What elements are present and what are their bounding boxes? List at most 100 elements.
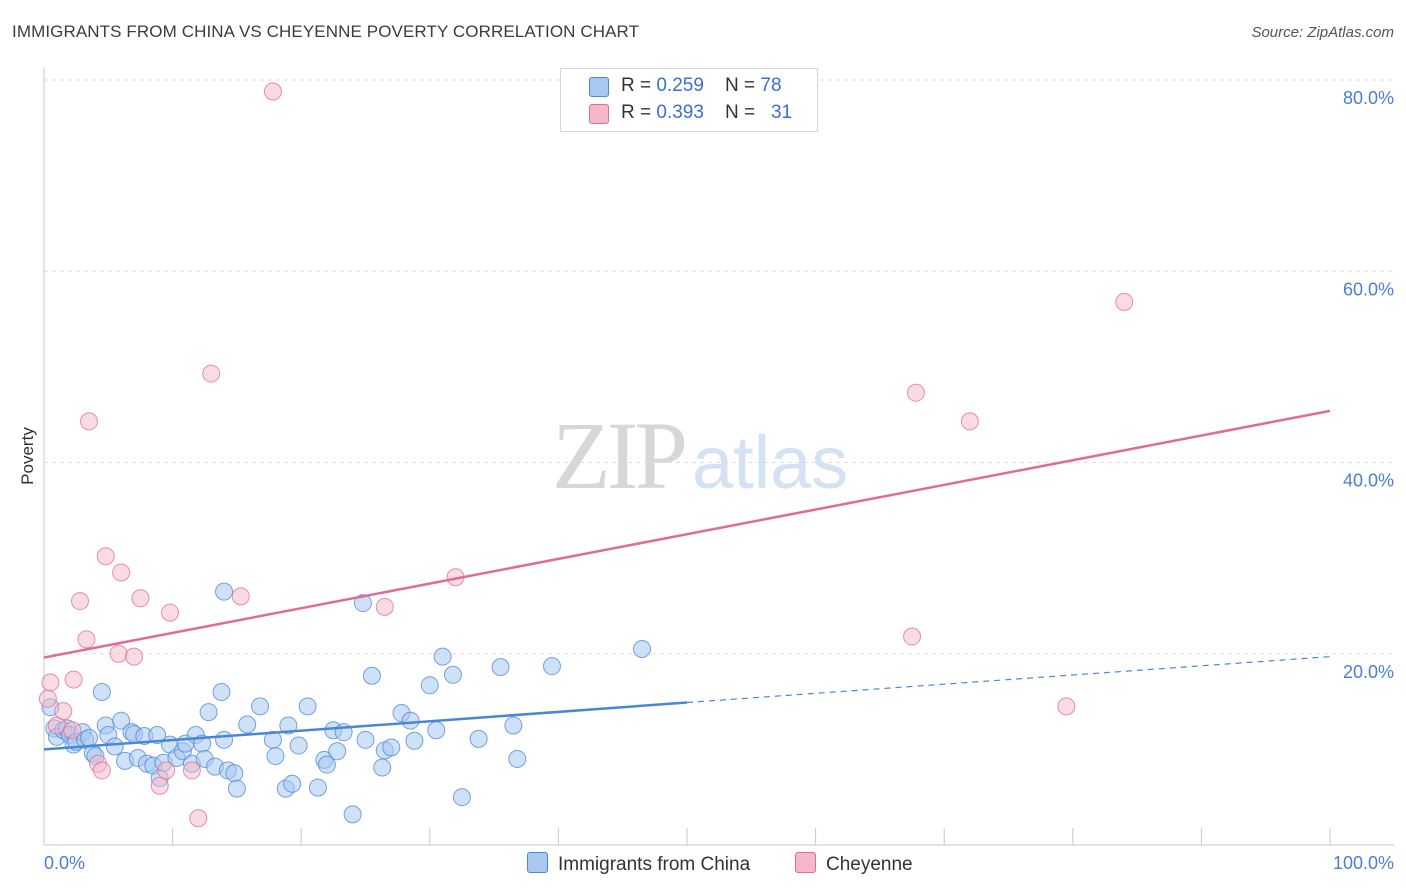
point-china-71 [433, 647, 452, 666]
point-china-68 [405, 731, 424, 750]
point-china-60 [353, 594, 372, 613]
x-axis-ticks [43, 828, 1331, 845]
point-cheyenne-5 [64, 670, 83, 689]
point-cheyenne-12 [109, 644, 128, 663]
y-tick-label-0: 20.0% [1343, 662, 1394, 682]
point-cheyenne-24 [375, 597, 394, 616]
point-cheyenne-17 [157, 761, 176, 780]
trend-line-cheyenne [43, 409, 1331, 659]
trend-lines [43, 409, 1331, 751]
point-china-65 [382, 738, 401, 757]
point-cheyenne-21 [202, 364, 221, 383]
point-china-72 [443, 665, 462, 684]
x-tick-label-min: 0.0% [44, 853, 85, 873]
trend-line-china-extrapolated [686, 656, 1331, 704]
point-china-69 [420, 676, 439, 695]
point-china-59 [343, 805, 362, 824]
point-china-76 [504, 716, 523, 735]
point-cheyenne-15 [131, 589, 150, 608]
point-cheyenne-6 [71, 592, 90, 611]
bottom-legend-label: Immigrants from China [558, 854, 751, 875]
point-china-38 [212, 683, 231, 701]
point-cheyenne-4 [63, 721, 82, 740]
grid-lines [44, 79, 1394, 655]
legend-n-value: 31 [770, 102, 793, 123]
point-cheyenne-13 [112, 563, 131, 582]
y-axis-label: Poverty [18, 427, 37, 485]
point-china-49 [279, 716, 298, 735]
point-china-25 [148, 726, 167, 745]
point-china-73 [452, 788, 471, 807]
point-china-36 [199, 703, 218, 722]
axes [43, 68, 1394, 846]
point-cheyenne-27 [906, 383, 925, 402]
series-cheyenne-points [38, 82, 1134, 828]
point-cheyenne-0 [38, 689, 57, 708]
point-cheyenne-8 [80, 412, 99, 431]
point-china-50 [283, 774, 302, 793]
series-immigrants-from-china-points [41, 582, 651, 824]
point-china-10 [80, 728, 99, 747]
correlation-legend: R = 0.259 N = 78 R = 0.393 N = 31 [560, 68, 818, 132]
chart-title: IMMIGRANTS FROM CHINA VS CHEYENNE POVERT… [12, 22, 640, 41]
bottom-legend-swatch-blue [527, 852, 548, 873]
point-cheyenne-16 [150, 776, 169, 795]
point-china-70 [427, 721, 446, 740]
legend-n-label: N = [725, 75, 761, 96]
point-cheyenne-19 [182, 761, 201, 780]
point-china-16 [105, 737, 124, 756]
point-china-79 [632, 639, 651, 658]
y-tick-label-3: 80.0% [1343, 88, 1394, 108]
trend-line-china [43, 701, 688, 751]
point-china-75 [491, 658, 510, 677]
legend-r-value: 0.259 [656, 75, 704, 96]
point-china-63 [373, 758, 392, 777]
point-china-78 [542, 657, 561, 676]
watermark-zip: ZIP [552, 402, 688, 509]
point-china-77 [508, 749, 527, 768]
point-china-42 [227, 779, 246, 798]
point-cheyenne-7 [77, 630, 96, 649]
point-china-74 [469, 729, 488, 748]
point-china-17 [112, 711, 131, 730]
point-china-52 [298, 697, 317, 716]
legend-swatch-blue [589, 77, 609, 97]
point-china-47 [266, 747, 285, 766]
point-cheyenne-3 [54, 702, 73, 721]
bottom-legend-cheyenne: Cheyenne [795, 852, 913, 876]
point-china-61 [356, 730, 375, 749]
point-cheyenne-18 [161, 603, 180, 622]
point-china-41 [225, 764, 244, 783]
bottom-legend-label: Cheyenne [826, 854, 913, 875]
legend-r-label: R = [621, 75, 657, 96]
point-china-51 [289, 736, 308, 755]
y-tick-label-2: 60.0% [1343, 279, 1394, 299]
source-attribution: Source: ZipAtlas.com [1251, 24, 1394, 41]
point-cheyenne-29 [1057, 697, 1076, 716]
point-china-43 [215, 582, 234, 601]
y-tick-label-1: 40.0% [1343, 471, 1394, 491]
point-cheyenne-11 [96, 547, 115, 566]
point-china-53 [308, 778, 327, 797]
point-china-55 [317, 755, 336, 774]
point-cheyenne-1 [41, 673, 60, 692]
x-tick-label-max: 100.0% [1333, 853, 1394, 873]
point-cheyenne-10 [92, 761, 111, 780]
point-cheyenne-22 [231, 587, 250, 606]
legend-r-label: R = [621, 102, 657, 123]
point-cheyenne-23 [263, 82, 282, 101]
y-tick-labels: 20.0% 40.0% 60.0% 80.0% [1343, 88, 1394, 682]
point-china-57 [328, 742, 347, 761]
point-china-62 [362, 666, 381, 685]
point-cheyenne-30 [1115, 292, 1134, 311]
point-cheyenne-28 [960, 412, 979, 431]
legend-n-label: N = [725, 102, 761, 123]
legend-n-value: 78 [760, 75, 782, 96]
legend-swatch-pink [589, 104, 609, 124]
point-cheyenne-14 [125, 647, 144, 666]
legend-r-value: 0.393 [656, 102, 704, 123]
point-cheyenne-26 [903, 627, 922, 646]
point-china-39 [215, 730, 234, 749]
point-cheyenne-20 [189, 809, 208, 828]
